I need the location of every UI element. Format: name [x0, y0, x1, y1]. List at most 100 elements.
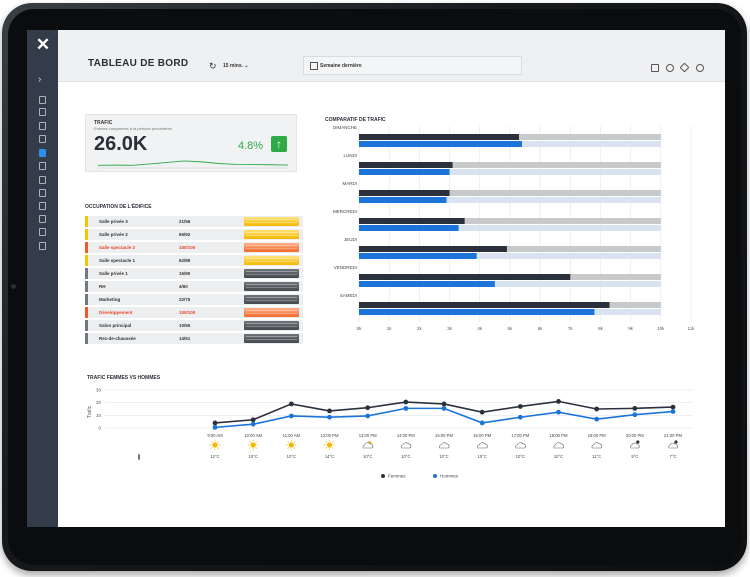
report-icon[interactable]	[39, 135, 46, 143]
data-point[interactable]	[403, 399, 409, 405]
bar[interactable]	[359, 309, 595, 315]
occupation-row[interactable]: Développement 100/100	[85, 307, 303, 318]
data-point[interactable]	[632, 412, 638, 418]
bar[interactable]	[359, 162, 453, 168]
home-icon[interactable]	[39, 96, 46, 104]
diamond-icon[interactable]	[679, 62, 690, 73]
refresh-icon[interactable]: ↻	[209, 61, 217, 71]
room-name: RH	[99, 284, 106, 289]
bar[interactable]	[359, 134, 519, 140]
x-tick-label: 10k	[657, 326, 665, 331]
occupation-row[interactable]: Salle spectacle 2 100/100	[85, 242, 303, 253]
data-point[interactable]	[670, 409, 676, 414]
report-icon[interactable]	[39, 228, 46, 236]
report-icon[interactable]	[39, 189, 46, 197]
data-point[interactable]	[288, 401, 294, 407]
data-point[interactable]	[594, 406, 600, 412]
data-point[interactable]	[479, 420, 485, 426]
bar[interactable]	[359, 197, 447, 203]
report-icon[interactable]	[39, 162, 46, 170]
category-label: JEUDI	[344, 237, 357, 242]
trafic-card-subtitle: Entrées comparées à la période précédent…	[94, 126, 172, 131]
bar[interactable]	[359, 141, 522, 147]
bar-chart-title: COMPARATIF DE TRAFIC	[325, 117, 386, 123]
y-axis-label: Trafic	[87, 405, 93, 418]
expand-sidebar-chevron-icon[interactable]: ›	[38, 74, 42, 85]
bar[interactable]	[359, 225, 459, 231]
cloud-icon	[362, 442, 374, 449]
interval-select[interactable]: 15 mins. ⌄	[223, 63, 249, 69]
top-bar: TABLEAU DE BORD ↻ 15 mins. ⌄ Semaine der…	[58, 30, 725, 82]
bar[interactable]	[359, 281, 495, 287]
chevron-down-icon: ⌄	[244, 63, 249, 69]
bar-track	[359, 190, 661, 196]
x-tick-label: 9:00 AM	[207, 433, 223, 438]
legend-label[interactable]: Hommes	[440, 474, 459, 479]
dashboard-report-icon[interactable]	[39, 149, 46, 157]
room-occupancy: 4/60	[179, 284, 188, 289]
data-point[interactable]	[288, 413, 294, 419]
calendar-icon	[310, 62, 318, 70]
occupation-row[interactable]: Salle privée 1 15/90	[85, 268, 303, 279]
data-point[interactable]	[365, 413, 371, 419]
report-icon[interactable]	[39, 202, 46, 210]
data-point[interactable]	[441, 401, 447, 407]
occupation-row[interactable]: Marketing 22/75	[85, 294, 303, 305]
bar[interactable]	[359, 246, 507, 252]
book-icon[interactable]	[651, 64, 659, 72]
legend-label[interactable]: Femmes	[388, 474, 406, 479]
occupation-row[interactable]: Salle spectacle 1 62/89	[85, 255, 303, 266]
data-point[interactable]	[517, 414, 523, 420]
bar[interactable]	[359, 253, 477, 259]
sun-ray	[325, 441, 328, 443]
report-icon[interactable]	[39, 242, 46, 250]
data-point[interactable]	[327, 408, 332, 414]
tablet-frame: ✕ › TABLEAU DE BORD ↻ 15 mins. ⌄ Semaine…	[2, 3, 747, 571]
x-tick-label: 18:00 PM	[550, 433, 568, 438]
occupation-row[interactable]: Salle privée 3 21/56	[85, 216, 303, 227]
report-icon[interactable]	[39, 176, 46, 184]
room-name: Salon principal	[99, 323, 132, 328]
occupation-row[interactable]: Salon principal 10/65	[85, 320, 303, 331]
trafic-change-percent: 4.8%	[238, 140, 264, 152]
data-point[interactable]	[632, 405, 638, 411]
x-tick-label: 13:00 PM	[359, 433, 377, 438]
arrow-up-icon: ↑	[271, 136, 287, 152]
category-label: DIMANCHE	[333, 126, 357, 130]
data-point[interactable]	[441, 405, 447, 411]
bar[interactable]	[359, 169, 450, 175]
room-occupancy: 21/56	[179, 219, 191, 224]
data-point[interactable]	[403, 405, 409, 411]
x-tick-label: 6k	[538, 326, 544, 331]
user-icon[interactable]	[696, 64, 704, 72]
thermometer-icon	[138, 454, 140, 460]
bar[interactable]	[359, 302, 610, 308]
data-point[interactable]	[594, 416, 600, 422]
data-point[interactable]	[327, 414, 332, 420]
occupation-row[interactable]: Salle privée 2 65/92	[85, 229, 303, 240]
date-range-picker[interactable]: Semaine dernière	[303, 56, 522, 75]
bar[interactable]	[359, 190, 450, 196]
x-tick-label: 4k	[477, 326, 483, 331]
sun-ray	[211, 447, 213, 449]
data-point[interactable]	[479, 409, 485, 415]
device-icon[interactable]	[39, 108, 46, 116]
data-point[interactable]	[250, 417, 256, 423]
bar[interactable]	[359, 274, 571, 280]
logo-icon[interactable]: ✕	[35, 35, 51, 54]
report-icon[interactable]	[39, 215, 46, 223]
data-point[interactable]	[212, 424, 218, 430]
occupation-row[interactable]: Rez-de-chaussée 14/61	[85, 333, 303, 344]
gear-icon[interactable]	[666, 64, 674, 72]
data-point[interactable]	[250, 421, 256, 427]
data-point[interactable]	[556, 399, 561, 404]
report-icon[interactable]	[39, 122, 46, 130]
data-point[interactable]	[556, 409, 561, 415]
data-point[interactable]	[670, 404, 676, 410]
occupation-row[interactable]: RH 4/60	[85, 281, 303, 292]
data-point[interactable]	[365, 405, 371, 411]
home-button[interactable]	[11, 284, 16, 289]
data-point[interactable]	[212, 420, 218, 426]
data-point[interactable]	[517, 404, 523, 409]
bar[interactable]	[359, 218, 465, 224]
